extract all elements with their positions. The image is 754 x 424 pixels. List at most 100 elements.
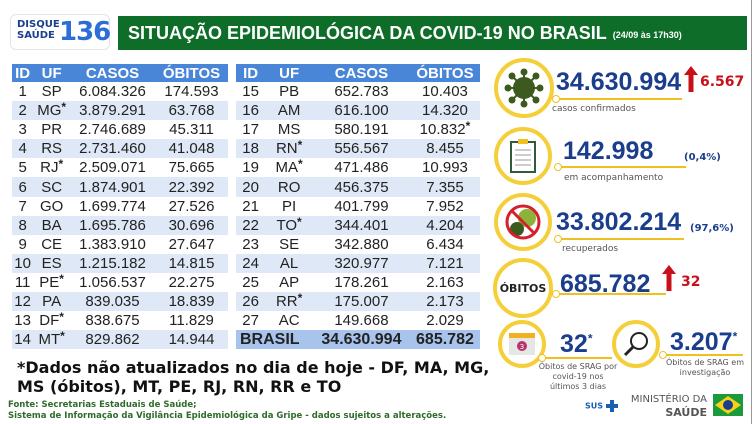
disque-saude-logo: DISQUE SAÚDE 136 [10,14,111,50]
row-uf: PA [33,292,70,312]
row-uf-text: AM [277,102,301,120]
row-obitos-text: 10.403 [422,83,468,101]
row-id: 9 [12,235,33,254]
table-row: 5 RJ* 2.509.071 75.665 [12,158,228,177]
recovered-label: recuperados [562,244,619,254]
row-obitos-text: 30.696 [168,216,215,234]
row-obitos: 63.768 [155,101,228,121]
col-casos: CASOS [70,64,156,82]
logo-line2: SAÚDE [17,30,55,41]
divider [552,290,666,298]
asterisk: * [60,329,65,344]
row-uf-text: PR [41,121,63,139]
table-row: 9 CE 1.383.910 27.647 [12,235,228,254]
srag-investigation-label: Óbitos de SRAG em investigação [666,358,744,377]
row-uf-text: AL [279,254,299,272]
row-id: 25 [236,273,265,292]
clipboard-icon [510,139,536,173]
row-obitos: 41.048 [155,139,228,159]
row-id-text: 10 [14,254,31,272]
row-casos: 1.695.786 [70,215,156,235]
virus-icon-circle [494,58,554,118]
row-id-text: 15 [242,83,259,101]
row-id-text: 11 [14,273,31,291]
row-id-text: 5 [18,159,27,177]
sus-logo: SUS [585,400,618,412]
virus-icon [504,68,544,108]
row-uf-text: SP [41,83,62,101]
row-uf-text: SC [41,178,63,196]
row-id-text: 2 [18,102,27,120]
row-casos-text: 1.695.786 [79,216,146,234]
row-uf-text: TO [276,216,298,234]
row-id-text: 22 [242,216,259,234]
row-id-text: 6 [18,178,27,196]
asterisk: * [298,157,303,172]
table-row: 18 RN* 556.567 8.455 [236,139,480,159]
row-uf-text: RO [277,178,301,196]
row-uf-text: ES [41,254,62,272]
row-obitos-text: 14.320 [422,102,468,120]
col-casos: CASOS [312,64,410,82]
row-obitos-text: 7.355 [426,178,464,196]
states-table-right: ID UF CASOS ÓBITOS 15 PB 652.783 10.403 16 AM 616… [236,64,480,350]
row-casos: 471.486 [313,158,410,177]
row-casos: 829.862 [70,330,156,350]
row-obitos: 30.696 [155,215,228,235]
row-obitos: 7.121 [409,253,480,273]
row-casos: 401.799 [313,197,410,216]
logo-number: 136 [59,17,111,47]
row-casos: 1.874.901 [70,177,156,197]
row-id-text: 13 [14,312,31,330]
row-obitos: 14.944 [155,330,228,350]
row-obitos-text: 4.204 [426,216,464,234]
row-obitos-text: 18.839 [168,293,215,311]
row-id: 26 [236,292,266,312]
asterisk: * [58,157,64,172]
row-obitos: 10.993 [410,158,480,177]
source: Fonte: Secretarias Estaduais de Saúde; S… [8,400,446,422]
row-id: 21 [236,197,265,216]
row-uf-text: AC [278,312,300,330]
row-id-text: 14 [14,331,31,349]
row-uf: MA* [265,158,313,177]
row-obitos: 4.204 [409,215,480,235]
srag-investigation-value: 3.207* [670,328,737,357]
row-uf: DF* [33,311,70,330]
monitoring-label: em acompanhamento [564,173,664,183]
row-obitos: 7.952 [410,197,480,216]
row-obitos-text: 75.665 [168,159,215,177]
row-casos: 839.035 [70,292,156,312]
row-casos-text: 580.191 [334,121,389,139]
row-casos: 3.879.291 [70,101,156,121]
table-row: 23 SE 342.880 6.434 [236,235,480,254]
row-casos: 456.375 [312,177,410,197]
row-obitos-text: 63.768 [168,102,215,120]
row-uf-text: MS [277,121,301,139]
row-uf-text: RN [275,140,298,158]
row-uf: SE [265,235,313,254]
col-uf: UF [33,64,70,82]
calendar-icon-circle: 3 [498,320,546,368]
table-row: 15 PB 652.783 10.403 [236,82,480,101]
total-obitos: 685.782 [409,330,480,350]
srag-star: * [587,331,593,346]
row-casos-text: 1.699.774 [79,197,146,215]
row-casos-text: 3.879.291 [79,102,146,120]
row-uf: RO [265,177,313,197]
row-uf: AC [265,311,313,330]
monitoring-pct: (0,4%) [684,152,721,163]
states-table-left: ID UF CASOS ÓBITOS 1 SP 6.084.326 174.593 2 MG* 3… [12,64,228,350]
row-casos-text: 1.874.901 [79,178,146,196]
row-casos-text: 6.084.326 [79,83,146,101]
row-id: 6 [12,177,34,197]
row-id: 7 [12,197,33,216]
ministry-line1: MINISTÉRIO DA [630,394,707,405]
confirmed-label: casos confirmados [552,104,636,114]
table-row: 6 SC 1.874.901 22.392 [12,177,228,197]
asterisk: * [465,119,471,134]
asterisk: * [61,100,67,115]
magnifier-icon [623,332,648,357]
row-uf-text: SE [279,235,300,253]
row-uf-text: PE [39,273,60,291]
